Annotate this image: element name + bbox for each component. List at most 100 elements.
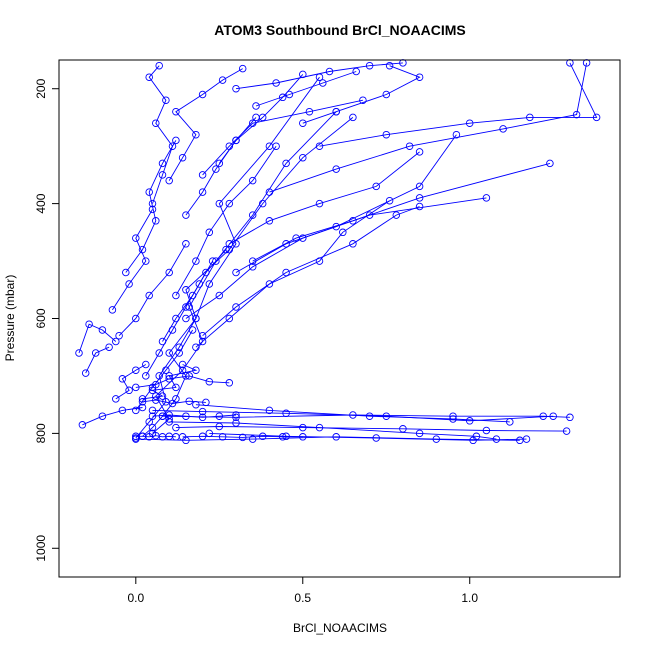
data-point [248,176,257,185]
data-point [125,386,133,395]
data-point [365,412,374,420]
data-point [182,303,190,311]
data-point [349,217,357,225]
data-point [198,331,207,340]
data-point [382,130,391,139]
series-line [185,117,257,216]
data-point [198,407,207,416]
data-point [212,165,220,173]
data-point [148,205,157,214]
plot-frame [58,59,621,578]
series-line [269,62,588,193]
data-point [192,343,200,351]
data-point [195,280,204,288]
series-line [112,209,153,311]
data-point [91,349,100,357]
data-point [125,280,133,288]
series-line [209,432,527,441]
data-point [182,412,190,420]
y-axis-label: Pressure (mbar) [3,275,17,362]
data-point [415,194,424,202]
data-point [215,199,224,208]
data-point [225,199,234,208]
data-point [172,107,180,116]
data-point [162,96,170,104]
data-point [452,130,461,139]
axes-layer: 0.0 0.5 1.0 200 400 600 800 1000 [34,78,478,605]
data-point [265,406,274,415]
data-point [145,418,153,426]
data-point [152,119,160,127]
data-point [132,234,140,242]
data-point [248,257,257,265]
data-point [415,148,424,156]
series-line [218,74,304,164]
data-point [339,228,347,237]
data-point [185,372,193,380]
data-point [148,423,157,432]
series-19 [232,130,461,277]
data-point [98,412,107,420]
series-line [85,346,110,374]
series-20 [248,159,554,265]
data-point [115,331,123,340]
series-13 [75,320,120,357]
series-41 [148,411,240,422]
data-point [258,432,267,441]
data-point [365,61,374,70]
data-point [285,90,294,99]
data-point [205,280,214,288]
data-point [315,257,324,265]
data-point [292,234,300,242]
data-point [178,360,187,369]
data-point [132,314,140,323]
series-line [255,71,357,107]
series-2 [132,113,357,442]
data-point [299,153,307,162]
data-point [105,343,113,351]
series-38 [252,67,360,110]
data-point [178,433,187,441]
series-line [168,68,243,181]
data-point [282,432,290,441]
series-line [78,323,117,354]
data-point [272,79,280,87]
series-21 [225,148,424,248]
data-point [349,113,357,122]
series-line [195,200,390,348]
data-point [218,76,227,84]
data-point [198,188,207,196]
data-point [192,366,200,374]
data-point [98,326,107,334]
data-point [138,398,147,406]
data-point [549,412,557,420]
series-4 [172,422,571,435]
series-line [142,399,206,404]
data-point [108,306,117,314]
data-point [182,286,190,294]
data-point [118,406,127,415]
data-point [172,423,180,432]
data-point [168,399,177,408]
data-point [232,413,240,422]
data-point [155,349,163,357]
data-point [265,280,274,288]
data-point [172,291,180,300]
data-point [482,426,491,435]
data-point [299,119,307,127]
data-point [78,421,87,429]
data-point [282,409,290,418]
data-point [238,433,247,442]
series-line [142,364,198,400]
data-point [148,412,157,420]
data-point [319,79,327,87]
data-point [248,263,257,271]
data-point [482,194,491,202]
data-point [165,176,173,185]
data-point [222,245,230,254]
data-point [278,433,287,441]
series-line [135,329,193,411]
